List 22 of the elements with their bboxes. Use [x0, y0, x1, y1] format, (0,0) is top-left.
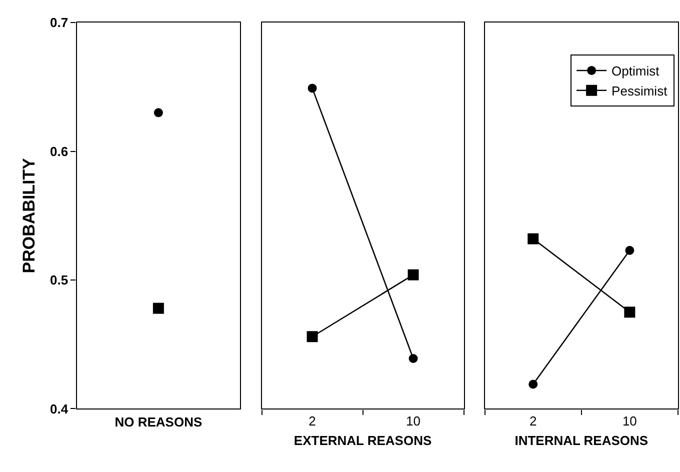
x-tick-label: 10 — [406, 413, 421, 428]
y-tick-label: 0.5 — [50, 272, 68, 288]
x-tick-label: 2 — [308, 413, 316, 428]
y-tick-label: 0.6 — [50, 144, 68, 159]
x-axis-title: EXTERNAL REASONS — [294, 433, 432, 448]
y-tick-label: 0.4 — [50, 401, 69, 416]
x-tick-label: 10 — [622, 413, 637, 428]
x-axis-title: INTERNAL REASONS — [514, 433, 648, 448]
legend-label: Optimist — [612, 64, 660, 79]
x-axis-title: NO REASONS — [114, 414, 202, 430]
point — [408, 269, 419, 280]
point — [528, 233, 539, 244]
point — [528, 380, 538, 389]
point — [625, 246, 634, 255]
point — [408, 354, 418, 363]
x-tick-label: 2 — [530, 413, 537, 428]
y-tick-label: 0.7 — [50, 15, 68, 30]
point — [306, 331, 318, 342]
y-axis-title: PROBABILITY — [20, 157, 39, 274]
point — [624, 306, 636, 318]
point — [308, 84, 317, 93]
legend-label: Pessimist — [612, 83, 668, 98]
